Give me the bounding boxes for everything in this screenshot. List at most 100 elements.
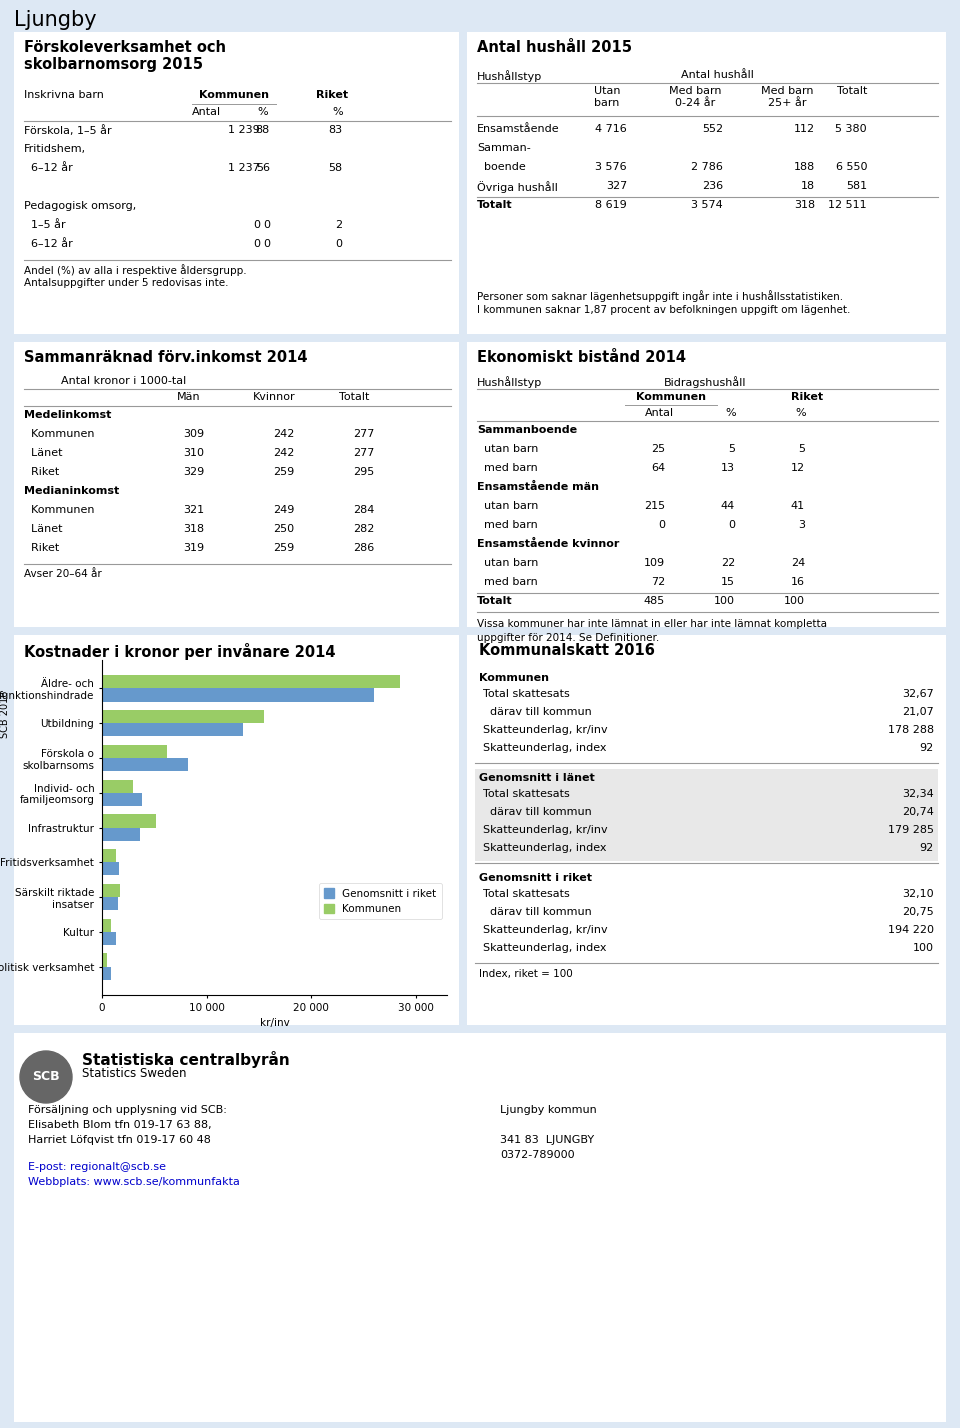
Text: Elisabeth Blom tfn 019-17 63 88,: Elisabeth Blom tfn 019-17 63 88, — [28, 1120, 211, 1130]
Text: Kostnader i kronor per invånare 2014: Kostnader i kronor per invånare 2014 — [24, 643, 335, 660]
Text: 552: 552 — [702, 124, 723, 134]
Text: Sammanräknad förv.inkomst 2014: Sammanräknad förv.inkomst 2014 — [24, 350, 307, 366]
Text: uppgifter för 2014. Se Definitioner.: uppgifter för 2014. Se Definitioner. — [477, 633, 660, 643]
Text: Total skattesats: Total skattesats — [483, 790, 569, 800]
Text: Hushållstyp: Hushållstyp — [477, 70, 542, 81]
Text: 12: 12 — [791, 463, 805, 473]
Text: Personer som saknar lägenhetsuppgift ingår inte i hushållsstatistiken.: Personer som saknar lägenhetsuppgift ing… — [477, 290, 843, 301]
Text: 6 550: 6 550 — [835, 161, 867, 171]
Text: Kommunalskatt 2016: Kommunalskatt 2016 — [479, 643, 655, 658]
Text: Inskrivna barn: Inskrivna barn — [24, 90, 104, 100]
Text: 3: 3 — [798, 520, 805, 530]
Text: 250: 250 — [273, 524, 294, 534]
Text: 100: 100 — [784, 595, 805, 605]
Text: 92: 92 — [920, 843, 934, 853]
Bar — [102, 780, 133, 793]
Text: Totalt: Totalt — [477, 200, 513, 210]
Text: 178 288: 178 288 — [888, 725, 934, 735]
Text: 0: 0 — [658, 520, 665, 530]
Text: Riket: Riket — [24, 543, 60, 553]
Text: 13: 13 — [721, 463, 735, 473]
Text: Män: Män — [178, 393, 201, 403]
Text: 319: 319 — [182, 543, 204, 553]
Text: Utan
barn: Utan barn — [593, 86, 620, 107]
Bar — [102, 710, 264, 723]
Text: Kommunen: Kommunen — [479, 673, 549, 683]
Text: 5: 5 — [798, 444, 805, 454]
Text: 56: 56 — [256, 163, 270, 173]
Bar — [102, 814, 156, 827]
Text: Totalt: Totalt — [477, 595, 513, 605]
Text: SCB: SCB — [33, 1071, 60, 1084]
Text: 1 237: 1 237 — [228, 163, 260, 173]
Text: 25: 25 — [651, 444, 665, 454]
Text: 18: 18 — [801, 181, 815, 191]
Text: därav till kommun: därav till kommun — [483, 907, 591, 917]
Bar — [102, 884, 120, 897]
Text: 327: 327 — [606, 181, 627, 191]
Bar — [102, 745, 167, 758]
Text: Bidragshushåll: Bidragshushåll — [663, 376, 746, 388]
Text: 20,74: 20,74 — [902, 807, 934, 817]
Text: 0: 0 — [263, 220, 270, 230]
Text: 2 786: 2 786 — [691, 161, 723, 171]
Text: 485: 485 — [644, 595, 665, 605]
Text: Samman-: Samman- — [477, 143, 531, 153]
Text: Totalt: Totalt — [837, 86, 867, 96]
Text: 100: 100 — [913, 942, 934, 952]
FancyBboxPatch shape — [14, 635, 459, 1025]
Text: Avser 20–64 år: Avser 20–64 år — [24, 568, 102, 578]
Text: 242: 242 — [273, 428, 294, 438]
Text: Länet: Länet — [24, 448, 62, 458]
FancyBboxPatch shape — [14, 31, 459, 334]
Text: 188: 188 — [794, 161, 815, 171]
Text: Ensamstående män: Ensamstående män — [477, 483, 599, 493]
Text: 44: 44 — [721, 501, 735, 511]
Text: 284: 284 — [352, 506, 374, 516]
Text: Antalsuppgifter under 5 redovisas inte.: Antalsuppgifter under 5 redovisas inte. — [24, 278, 228, 288]
Text: Riket: Riket — [24, 467, 60, 477]
Text: med barn: med barn — [477, 577, 538, 587]
Text: 309: 309 — [182, 428, 204, 438]
Text: 286: 286 — [352, 543, 374, 553]
Text: Vissa kommuner har inte lämnat in eller har inte lämnat kompletta: Vissa kommuner har inte lämnat in eller … — [477, 618, 827, 628]
Text: 2: 2 — [335, 220, 342, 230]
Legend: Genomsnitt i riket, Kommunen: Genomsnitt i riket, Kommunen — [319, 883, 442, 920]
Text: Kvinnor: Kvinnor — [252, 393, 296, 403]
Text: Webbplats: www.scb.se/kommunfakta: Webbplats: www.scb.se/kommunfakta — [28, 1177, 240, 1187]
Text: 24: 24 — [791, 558, 805, 568]
Text: Kommunen: Kommunen — [24, 428, 94, 438]
Text: Med barn
0-24 år: Med barn 0-24 år — [669, 86, 721, 107]
Text: 277: 277 — [352, 428, 374, 438]
Text: 215: 215 — [644, 501, 665, 511]
Text: 109: 109 — [644, 558, 665, 568]
Text: 6–12 år: 6–12 år — [24, 163, 73, 173]
Text: Medianinkomst: Medianinkomst — [24, 486, 119, 496]
Text: Med barn
25+ år: Med barn 25+ år — [760, 86, 813, 107]
Text: 236: 236 — [702, 181, 723, 191]
Text: Kommunen: Kommunen — [636, 393, 706, 403]
FancyBboxPatch shape — [467, 341, 946, 627]
Text: boende: boende — [477, 161, 526, 171]
Text: 194 220: 194 220 — [888, 925, 934, 935]
Text: med barn: med barn — [477, 520, 538, 530]
Text: utan barn: utan barn — [477, 444, 539, 454]
Text: %: % — [725, 408, 735, 418]
Text: Statistics Sweden: Statistics Sweden — [82, 1067, 186, 1080]
Text: Medelinkomst: Medelinkomst — [24, 410, 111, 420]
Text: 295: 295 — [352, 467, 374, 477]
Text: 100: 100 — [714, 595, 735, 605]
Circle shape — [20, 1051, 72, 1102]
Text: 242: 242 — [273, 448, 294, 458]
Text: %: % — [332, 107, 343, 117]
FancyBboxPatch shape — [467, 31, 946, 334]
Text: 0: 0 — [728, 520, 735, 530]
Text: Skatteunderlag, index: Skatteunderlag, index — [483, 743, 607, 753]
Text: 32,10: 32,10 — [902, 890, 934, 900]
Bar — [102, 897, 118, 910]
Text: 321: 321 — [182, 506, 204, 516]
Text: 329: 329 — [182, 467, 204, 477]
Text: Antal hushåll: Antal hushåll — [681, 70, 754, 80]
Text: 12 511: 12 511 — [828, 200, 867, 210]
Text: 112: 112 — [794, 124, 815, 134]
